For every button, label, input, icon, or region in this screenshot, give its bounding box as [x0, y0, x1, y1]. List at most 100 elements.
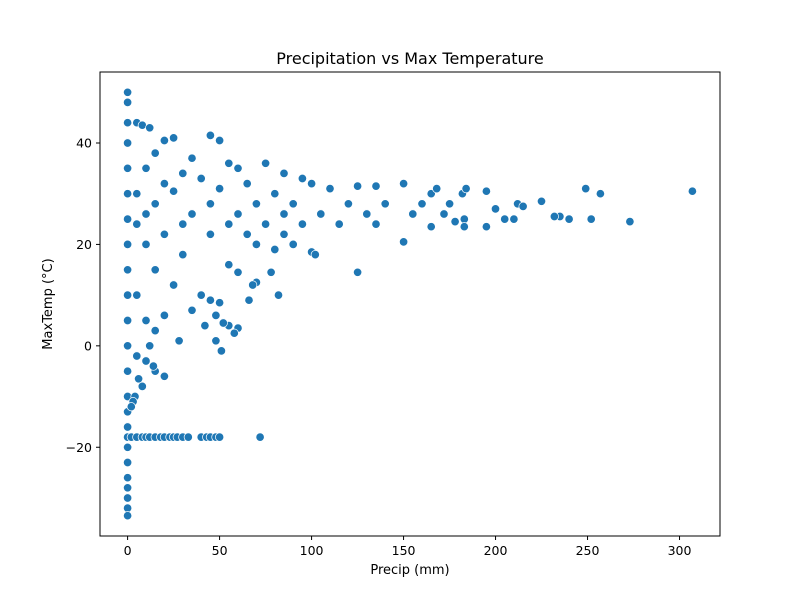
data-point [343, 199, 353, 209]
data-point [196, 173, 206, 184]
data-point [279, 209, 289, 219]
data-point [399, 237, 409, 247]
data-point [251, 239, 261, 249]
x-tick-label: 300 [668, 543, 692, 558]
data-point [169, 280, 179, 290]
y-tick-label: 20 [76, 237, 92, 252]
data-point [123, 265, 133, 275]
data-point [481, 186, 491, 196]
data-point [270, 244, 280, 255]
data-point [205, 199, 215, 209]
data-point [200, 321, 210, 331]
data-point [187, 153, 197, 163]
data-point [205, 229, 215, 239]
data-point [229, 328, 239, 338]
data-point [297, 219, 307, 229]
data-point [123, 315, 133, 326]
data-point [123, 118, 133, 128]
data-point [380, 199, 390, 209]
y-tick-label: 40 [76, 135, 92, 150]
data-point [325, 184, 335, 194]
data-point [215, 135, 225, 146]
data-point [353, 181, 363, 191]
x-axis-label: Precip (mm) [370, 563, 449, 578]
data-point [187, 305, 197, 315]
data-point [261, 219, 271, 229]
data-point [371, 181, 381, 191]
data-point [178, 168, 188, 178]
data-point [141, 239, 151, 249]
data-point [178, 219, 188, 229]
data-point [123, 511, 133, 521]
data-point [242, 179, 252, 189]
data-point [459, 214, 469, 224]
data-points [123, 87, 697, 521]
data-point [123, 87, 133, 97]
data-point [625, 217, 635, 227]
data-point [159, 229, 169, 239]
y-axis-label: MaxTemp (°C) [41, 258, 56, 349]
data-point [307, 179, 317, 189]
data-point [169, 133, 179, 143]
data-point [297, 173, 307, 184]
data-point [150, 148, 160, 158]
data-point [132, 189, 142, 199]
x-tick-label: 50 [212, 543, 228, 558]
data-point [432, 184, 442, 194]
data-point [218, 318, 228, 328]
data-point [224, 260, 234, 270]
data-point [687, 186, 697, 196]
data-point [215, 184, 225, 194]
data-point [224, 158, 234, 168]
data-point [187, 209, 197, 219]
x-tick-label: 200 [484, 543, 508, 558]
data-point [490, 204, 501, 214]
data-point [169, 186, 179, 196]
data-point [123, 483, 133, 493]
data-point [224, 219, 234, 229]
data-point [123, 341, 133, 351]
data-point [141, 356, 151, 366]
data-point [196, 290, 206, 300]
data-point [178, 250, 188, 260]
data-point [248, 280, 258, 290]
data-point [174, 336, 184, 346]
data-point [426, 222, 436, 232]
data-point [251, 199, 261, 209]
data-point [399, 179, 409, 189]
data-point [123, 290, 133, 300]
data-point [123, 442, 133, 452]
data-point [183, 432, 193, 442]
data-point [205, 295, 215, 305]
data-point [273, 290, 284, 300]
data-point [445, 199, 455, 209]
data-point [211, 336, 221, 346]
data-point [586, 214, 596, 224]
data-point [244, 295, 254, 305]
data-point [310, 250, 320, 260]
y-tick-label: 0 [84, 338, 92, 353]
data-point [261, 158, 271, 168]
data-point [123, 239, 133, 249]
data-point [134, 374, 144, 384]
x-axis-ticks: 0 50 100 150 200 250 300 [124, 536, 692, 558]
data-point [279, 229, 289, 239]
data-point [242, 229, 252, 239]
data-point [205, 130, 215, 140]
chart-title: Precipitation vs Max Temperature [276, 49, 544, 68]
data-point [215, 432, 225, 442]
y-axis-ticks: −20 0 20 40 [66, 135, 100, 455]
data-point [148, 361, 158, 371]
data-point [362, 209, 372, 219]
data-point [288, 199, 298, 209]
data-point [123, 503, 133, 513]
data-point [126, 402, 136, 412]
data-point [233, 267, 243, 277]
data-point [123, 138, 133, 148]
data-point [123, 97, 133, 107]
plot-frame [99, 71, 721, 537]
data-point [481, 222, 491, 232]
data-point [549, 211, 559, 222]
data-point [233, 209, 243, 219]
data-point [141, 163, 151, 173]
